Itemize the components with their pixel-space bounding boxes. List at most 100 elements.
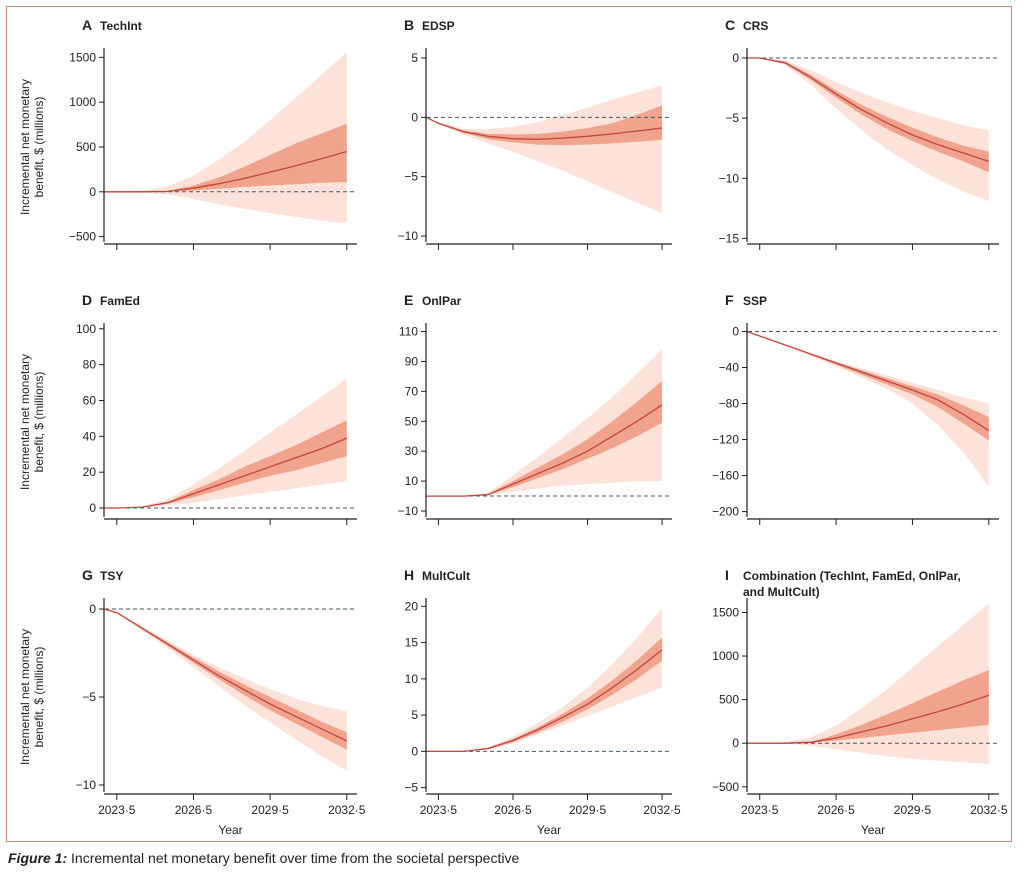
- panel-a-letter: A: [82, 17, 92, 33]
- panel-e-y-tick-label: 30: [405, 444, 419, 458]
- panel-i-x-axis-label: Year: [861, 823, 885, 837]
- panel-h-x-tick-label: 2032·5: [643, 803, 681, 817]
- panel-h-inner-band: [426, 637, 663, 752]
- panel-i-x-tick-label: 2023·5: [741, 803, 779, 817]
- panel-e-y-tick-label: 90: [405, 354, 419, 368]
- panel-b-central-line: [425, 116, 663, 140]
- y-axis-label-line: Incremental net monetary: [18, 629, 32, 765]
- panel-a-y-tick-label: 500: [76, 140, 96, 154]
- panel-h-x-tick-label: 2029·5: [569, 803, 607, 817]
- panel-d-y-axis-label: Incremental net monetarybenefit, $ (mill…: [18, 354, 46, 490]
- panel-h-title: MultCult: [422, 569, 470, 583]
- panel-a-title: TechInt: [100, 19, 142, 33]
- panel-g: G TSY −10 −5 0 2023·5 2026·5 2029·5 2032·5 Year In…: [18, 567, 366, 837]
- panel-g-x-tick-label: 2026·5: [175, 803, 213, 817]
- panel-i-inner-band: [747, 670, 989, 744]
- y-axis-label-line: Incremental net monetary: [18, 79, 32, 215]
- panel-c-y-tick-label: −5: [725, 111, 739, 125]
- panel-f-y-tick-label: −40: [719, 361, 740, 375]
- panel-g-x-tick-label: 2032·5: [328, 803, 366, 817]
- panel-e: E OnlPar −10 10 30 50 70 90 110: [398, 292, 672, 525]
- panel-a: A TechInt −500 0 500 1000 1500 Incremental net …: [18, 17, 357, 250]
- panel-b: B EDSP −10 −5 0 5: [398, 17, 672, 250]
- panel-b-letter: B: [404, 17, 414, 33]
- panel-f-letter: F: [725, 292, 734, 308]
- panel-i-title: Combination (TechInt, FamEd, OnlPar,: [743, 569, 961, 583]
- panel-g-y-axis-label: Incremental net monetarybenefit, $ (mill…: [18, 629, 46, 765]
- panel-h-y-tick-label: 10: [405, 672, 419, 686]
- panel-f-y-tick-label: −200: [712, 505, 739, 519]
- panel-c-y-tick-label: 0: [732, 51, 739, 65]
- panel-d-y-tick-label: 0: [89, 501, 96, 515]
- y-axis-label-line: benefit, $ (millions): [32, 97, 46, 198]
- panel-i-x-tick-label: 2029·5: [894, 803, 932, 817]
- panel-e-y-tick-label: −10: [398, 504, 419, 518]
- panel-c-letter: C: [725, 17, 735, 33]
- panel-e-y-tick-label: 10: [405, 474, 419, 488]
- panel-b-y-tick-label: 0: [411, 110, 418, 124]
- figure-panel-grid: A TechInt −500 0 500 1000 1500 Incremental net …: [6, 6, 1012, 842]
- panel-g-y-tick-label: 0: [89, 602, 96, 616]
- panel-i-outer-band: [747, 603, 989, 765]
- panel-h-y-tick-label: 0: [411, 744, 418, 758]
- panel-g-outer-band: [104, 609, 347, 771]
- panel-h-y-tick-label: 20: [405, 599, 419, 613]
- panel-g-y-tick-label: −10: [76, 778, 97, 792]
- y-axis-label-line: Incremental net monetary: [18, 354, 32, 490]
- panel-i: I Combination (TechInt, FamEd, OnlPar, and…: [712, 567, 1008, 837]
- panel-c-title: CRS: [743, 19, 768, 33]
- panel-h-x-tick-label: 2023·5: [420, 803, 458, 817]
- panel-c-inner-band: [747, 58, 989, 173]
- panel-h-y-tick-label: 5: [411, 708, 418, 722]
- panel-f: F SSP −200 −160 −120 −80 −40 0: [712, 292, 999, 525]
- panel-e-y-tick-label: 110: [399, 324, 418, 338]
- panel-i-central-line: [747, 694, 990, 744]
- panel-f-y-tick-label: −80: [719, 397, 740, 411]
- panel-e-central-line: [426, 404, 663, 497]
- panel-a-central-line: [104, 150, 347, 193]
- panel-a-y-tick-label: −500: [69, 230, 96, 244]
- panel-i-title-line2: and MultCult): [743, 585, 820, 599]
- panel-g-letter: G: [82, 567, 93, 583]
- panel-d-y-tick-label: 40: [83, 429, 97, 443]
- panel-i-y-tick-label: 500: [719, 693, 739, 707]
- figure-caption-text: Incremental net monetary benefit over ti…: [67, 850, 520, 866]
- panel-d-inner-band: [104, 420, 347, 508]
- panel-d-y-tick-label: 60: [83, 393, 97, 407]
- panel-f-y-tick-label: 0: [732, 325, 739, 339]
- panel-d-y-tick-label: 80: [83, 358, 97, 372]
- panel-f-title: SSP: [743, 294, 767, 308]
- panel-h-y-tick-label: 15: [405, 636, 419, 650]
- panel-h: H MultCult −5 0 5 10 15 20 2023·5 2026·5 2029·5 203…: [404, 567, 681, 837]
- panel-h-x-axis-label: Year: [537, 823, 561, 837]
- y-axis-label-line: benefit, $ (millions): [32, 647, 46, 748]
- panel-i-y-tick-label: 1000: [712, 649, 739, 663]
- panel-c: C CRS −15 −10 −5 0: [719, 17, 999, 250]
- panel-g-x-axis-label: Year: [218, 823, 242, 837]
- panel-d-y-tick-label: 20: [83, 465, 97, 479]
- panel-a-y-tick-label: 0: [89, 185, 96, 199]
- panel-e-inner-band: [426, 380, 663, 497]
- panel-a-y-axis-label: Incremental net monetarybenefit, $ (mill…: [18, 79, 46, 215]
- panel-d-y-tick-label: 100: [76, 322, 96, 336]
- panel-e-outer-band: [426, 349, 663, 497]
- panel-b-y-tick-label: 5: [411, 51, 418, 65]
- panel-e-title: OnlPar: [422, 294, 462, 308]
- panel-g-y-tick-label: −5: [82, 690, 96, 704]
- panel-b-outer-band: [426, 85, 663, 214]
- panel-e-y-tick-label: 70: [405, 384, 419, 398]
- panel-d-title: FamEd: [100, 294, 140, 308]
- panel-h-x-tick-label: 2026·5: [494, 803, 532, 817]
- panel-h-letter: H: [404, 567, 414, 583]
- panel-i-y-tick-label: 1500: [712, 605, 739, 619]
- panel-i-x-tick-label: 2026·5: [817, 803, 855, 817]
- panel-f-central-line: [746, 330, 990, 432]
- panel-b-title: EDSP: [422, 19, 455, 33]
- panel-b-y-tick-label: −10: [398, 229, 419, 243]
- panel-f-outer-band: [747, 331, 989, 487]
- panel-d-central-line: [104, 437, 348, 509]
- panel-f-y-tick-label: −160: [712, 469, 739, 483]
- panel-i-letter: I: [725, 567, 729, 583]
- panel-c-central-line: [747, 57, 990, 163]
